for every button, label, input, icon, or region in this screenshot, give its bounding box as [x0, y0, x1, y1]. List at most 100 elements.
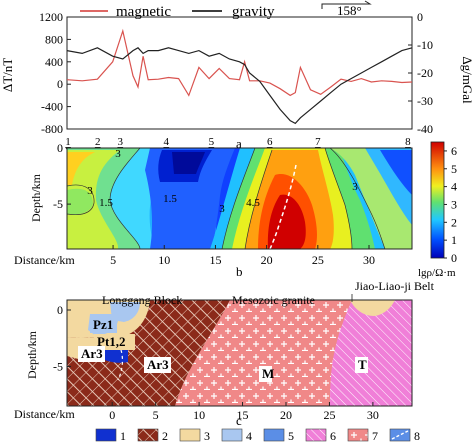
contour-label: 3 — [115, 148, 121, 160]
geologic-section — [67, 300, 412, 406]
legend-swatch-1 — [95, 428, 117, 442]
panel-a-legend: magnetic gravity 158° — [80, 0, 372, 20]
x-tick-label: 20 — [280, 408, 292, 422]
panel-c-xlabel: Distance/km — [14, 407, 75, 421]
panel-b-label: b — [236, 264, 243, 279]
region-title-jiao-liao-ji: Jiao-Liao-ji Belt — [355, 279, 435, 293]
left-tick-label: 400 — [45, 55, 63, 69]
colorbar: 6 5 4 3 2 1 0 lgρ/Ω·m — [418, 141, 457, 279]
colorbar-gradient — [430, 141, 445, 259]
contour-label: 1.5 — [163, 193, 177, 205]
colorbar-tick-label: 4 — [451, 180, 457, 194]
right-tick-label: -10 — [417, 38, 433, 52]
direction-label: 158° — [337, 3, 362, 18]
resistivity-section — [67, 148, 412, 249]
colorbar-label: lgρ/Ω·m — [418, 267, 456, 279]
x-tick-label: 0 — [109, 408, 115, 422]
legend-swatch-5 — [263, 428, 285, 442]
legend-label-6: 6 — [330, 429, 336, 442]
colorbar-tick-label: 5 — [451, 162, 457, 176]
x-tick-label: 20 — [261, 253, 273, 267]
legend-swatch-6 — [305, 428, 327, 442]
station-label: 1 — [65, 136, 71, 148]
y-tick-label: -5 — [53, 197, 63, 211]
region-title-mesozoic: Mesozoic granite — [232, 293, 315, 307]
colorbar-tick-label: 1 — [451, 233, 457, 247]
unit-label: T — [358, 357, 367, 372]
legend-label-3: 3 — [204, 429, 210, 442]
panel-a-label: a — [236, 136, 242, 151]
x-tick-label: 30 — [363, 253, 375, 267]
legend-label-4: 4 — [246, 429, 252, 442]
contour-label: 3 — [87, 185, 93, 197]
unit-label: Ar3 — [147, 357, 169, 372]
station-label: 4 — [164, 136, 170, 148]
panel-a: magnetic gravity 158° 12008004000-400-80… — [0, 0, 474, 151]
y-tick-label: 0 — [57, 303, 63, 317]
panel-a-right-ylabel: Δg/mGal — [460, 56, 474, 104]
panel-c-axes: 0 5 10 15 20 25 30 0 -5 — [53, 303, 379, 422]
panel-b-ylabel: Depth/km — [29, 173, 43, 222]
legend-gravity-label: gravity — [232, 4, 275, 20]
unit-label-box — [259, 366, 272, 382]
left-tick-label: 0 — [57, 77, 63, 91]
panel-c-legend: 1 2 3 4 5 6 7 8 — [95, 428, 420, 443]
legend-magnetic-label: magnetic — [116, 4, 171, 20]
station-label: 8 — [405, 136, 411, 148]
legend-label-5: 5 — [288, 429, 294, 442]
legend-swatch-4 — [221, 428, 243, 442]
colorbar-tick-label: 3 — [451, 197, 457, 211]
left-tick-label: -400 — [41, 100, 63, 114]
unit-label: Pz1 — [93, 317, 113, 332]
panel-c-ylabel: Depth/km — [25, 330, 39, 379]
legend-label-8: 8 — [414, 429, 420, 442]
x-tick-label: 15 — [237, 408, 249, 422]
unit-mesozoic-granite — [175, 300, 352, 406]
station-label: 5 — [209, 136, 215, 148]
panel-c: Longgang Block Mesozoic granite Jiao-Lia… — [14, 279, 435, 443]
panel-b-axes: 5 10 15 20 25 30 0 -5 — [53, 141, 375, 267]
x-tick-label: 25 — [323, 408, 335, 422]
magnetic-series-line — [66, 28, 413, 97]
x-tick-label: 15 — [209, 253, 221, 267]
gravity-series-line — [66, 47, 413, 125]
unit-label: Pt1,2 — [97, 334, 126, 349]
right-tick-label: 0 — [417, 10, 423, 24]
colorbar-tick-label: 0 — [451, 251, 457, 265]
right-tick-label: -20 — [417, 66, 433, 80]
legend-swatch-3 — [179, 428, 201, 442]
panel-a-left-axis: 1200 800 400 0 -400 -800 — [39, 10, 71, 136]
direction-arrow — [321, 0, 372, 9]
unit-jiao-liao-ji — [330, 300, 412, 406]
x-tick-label: 5 — [153, 408, 159, 422]
legend-swatch-8 — [389, 428, 411, 442]
panel-b: 1 2 3 4 5 6 7 8 — [14, 136, 457, 279]
y-tick-label: 0 — [57, 141, 63, 155]
contour-label: 3 — [352, 181, 358, 193]
colorbar-ticks: 6 5 4 3 2 1 0 — [444, 144, 457, 265]
colorbar-tick-label: 2 — [451, 215, 457, 229]
panel-b-xlabel: Distance/km — [14, 253, 75, 267]
x-tick-label: 25 — [312, 253, 324, 267]
left-tick-label: -800 — [41, 122, 63, 136]
contour-label: 1.5 — [99, 197, 113, 209]
right-tick-label: -40 — [417, 122, 433, 136]
x-tick-label: 5 — [110, 253, 116, 267]
legend-label-2: 2 — [162, 429, 168, 442]
unit-label: M — [262, 366, 274, 381]
unit-label-box — [355, 357, 368, 373]
colorbar-tick-label: 6 — [451, 144, 457, 158]
legend-swatch-7 — [347, 428, 369, 442]
legend-fault-dash — [391, 430, 409, 440]
right-tick-label: -30 — [417, 94, 433, 108]
left-tick-label: 1200 — [39, 10, 63, 24]
left-tick-label: 800 — [45, 32, 63, 46]
station-label: 2 — [95, 136, 101, 148]
legend-swatch-2 — [137, 428, 159, 442]
station-label: 7 — [315, 136, 321, 148]
panel-b-frame — [66, 147, 413, 250]
unit-label-box — [78, 346, 105, 362]
unit-label-box — [144, 357, 171, 373]
